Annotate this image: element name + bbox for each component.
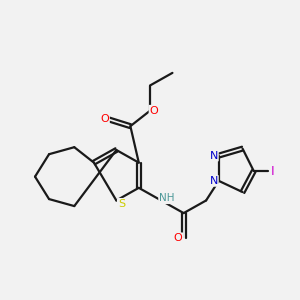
Text: O: O — [100, 114, 109, 124]
Text: N: N — [209, 176, 218, 186]
Text: S: S — [118, 199, 125, 209]
Text: NH: NH — [159, 193, 175, 203]
Text: O: O — [174, 233, 182, 243]
Text: O: O — [150, 106, 158, 116]
Text: N: N — [209, 151, 218, 160]
Text: I: I — [271, 164, 275, 178]
